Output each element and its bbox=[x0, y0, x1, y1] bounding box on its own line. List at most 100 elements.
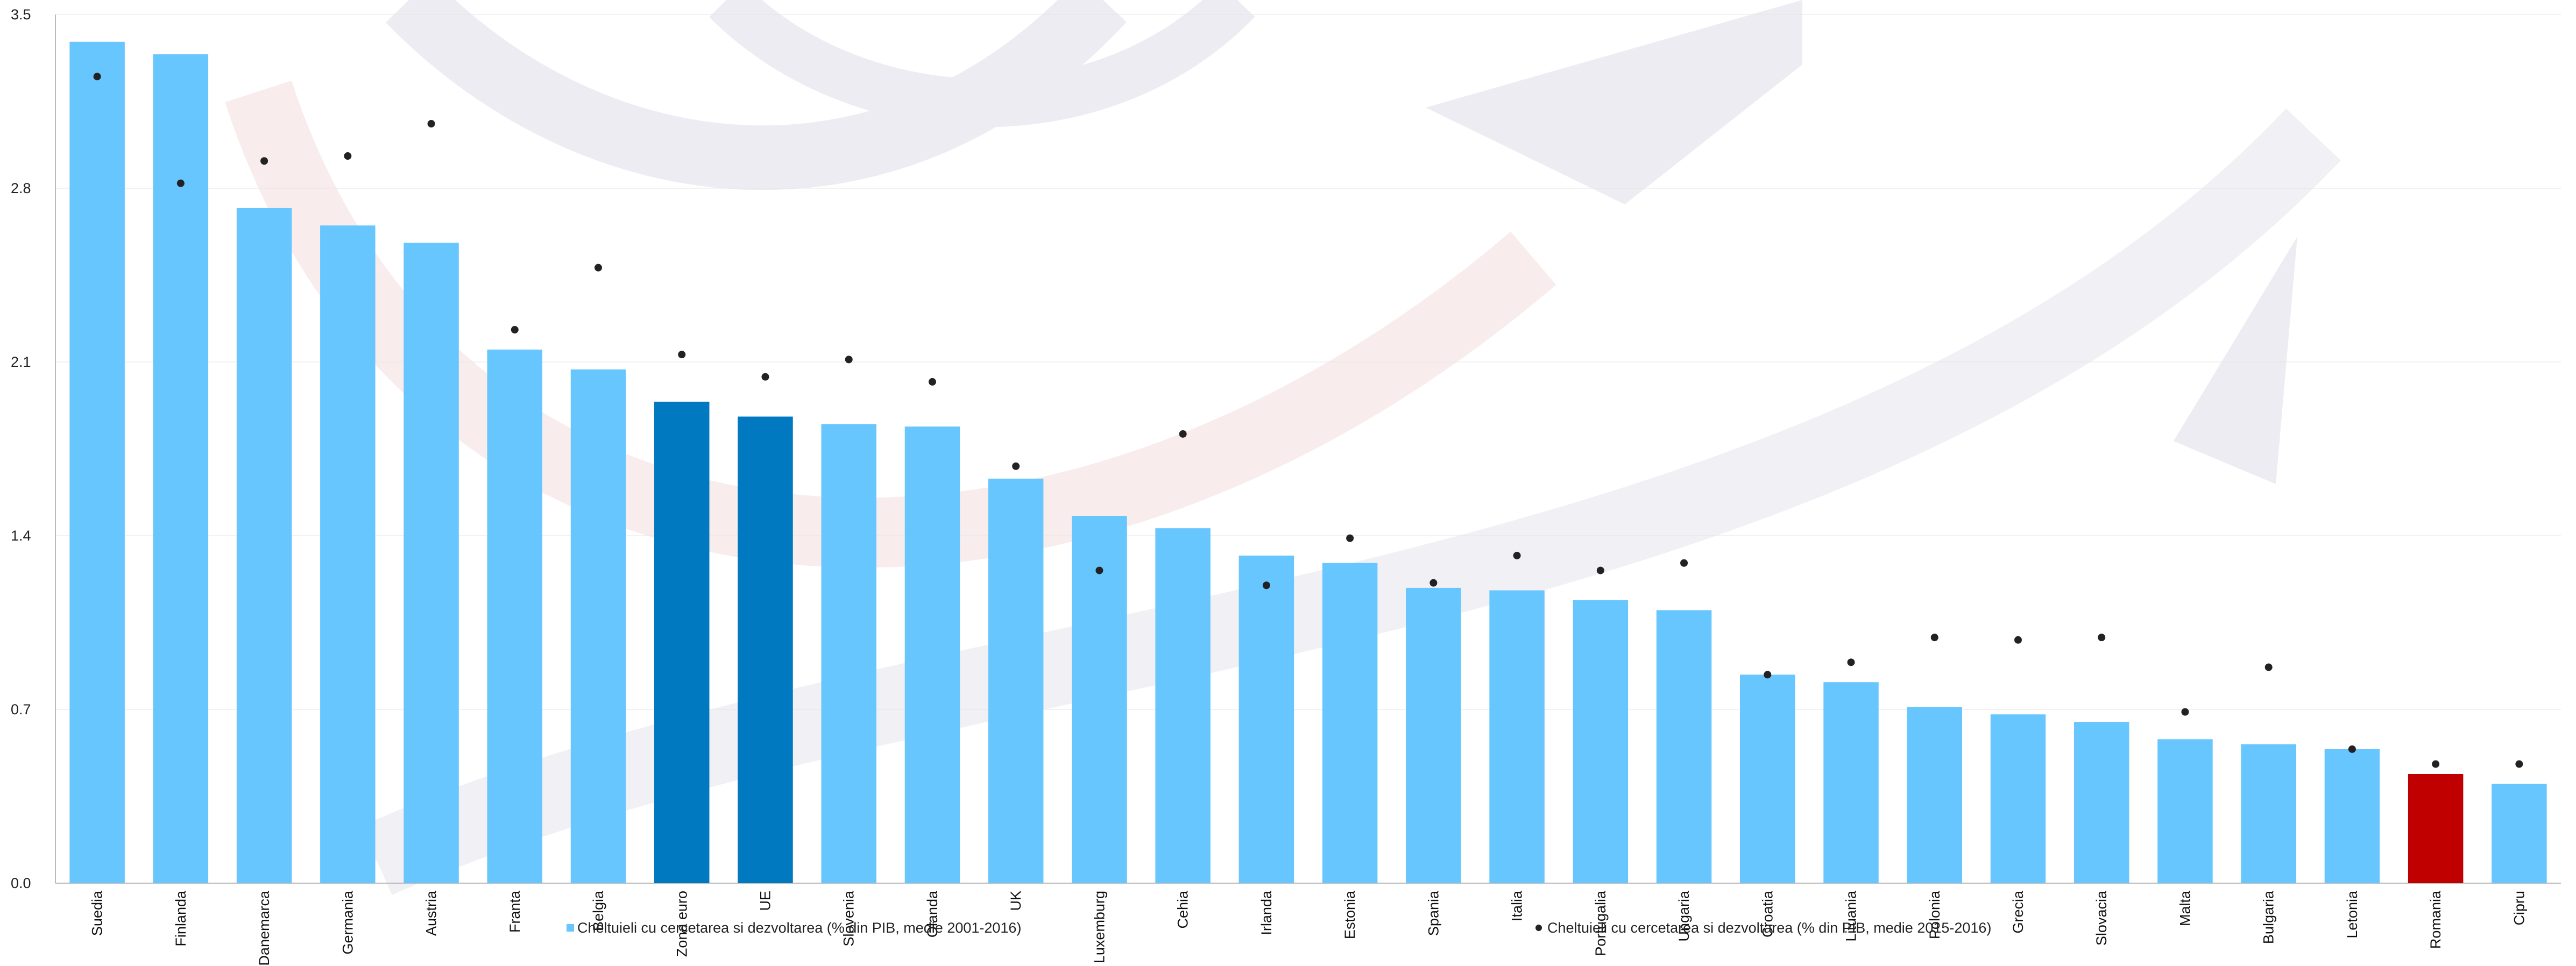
x-tick-label: Danemarca bbox=[256, 890, 272, 966]
bar-series bbox=[69, 41, 2547, 884]
x-tick-label: Croatia bbox=[1759, 890, 1775, 937]
dot-slovacia bbox=[2098, 634, 2106, 642]
bar-franta bbox=[487, 349, 543, 883]
x-tick-label: Germania bbox=[339, 890, 356, 955]
bar-spania bbox=[1406, 587, 1461, 883]
dot-estonia bbox=[1346, 534, 1354, 542]
dot-polonia bbox=[1930, 634, 1938, 642]
dot-bulgaria bbox=[2264, 663, 2273, 671]
bar-olanda bbox=[904, 426, 960, 883]
y-tick-label: 3.5 bbox=[11, 6, 31, 23]
x-tick-label: Franta bbox=[507, 890, 523, 933]
bar-austria bbox=[404, 243, 459, 883]
x-tick-label: Lituania bbox=[1843, 890, 1859, 942]
y-tick-label: 1.4 bbox=[11, 528, 31, 544]
dot-olanda bbox=[928, 378, 936, 386]
dot-austria bbox=[427, 120, 435, 128]
legend-bar-swatch bbox=[567, 924, 574, 932]
dot-finlanda bbox=[176, 179, 185, 187]
dot-zona-euro bbox=[678, 351, 686, 359]
x-tick-label: Olanda bbox=[924, 890, 940, 937]
x-tick-label: Polonia bbox=[1927, 890, 1943, 939]
dot-germania bbox=[344, 152, 352, 160]
x-tick-label: Romania bbox=[2428, 890, 2444, 949]
dot-ue bbox=[761, 373, 769, 381]
x-tick-label: Luxemburg bbox=[1091, 891, 1107, 963]
dot-irlanda bbox=[1262, 581, 1270, 589]
dot-suedia bbox=[93, 73, 101, 81]
legend: Cheltuieli cu cercetarea si dezvoltarea … bbox=[567, 920, 1991, 936]
bar-luxemburg bbox=[1072, 516, 1127, 883]
legend-dot-label: Cheltuieli cu cercetarea si dezvoltarea … bbox=[1547, 920, 1991, 936]
dot-series bbox=[93, 73, 2523, 768]
dot-grecia bbox=[2014, 636, 2022, 644]
dot-spania bbox=[1429, 579, 1438, 587]
dot-danemarca bbox=[260, 157, 268, 165]
y-axis: 0.0 0.7 1.4 2.1 2.8 3.5 bbox=[11, 6, 56, 891]
x-tick-label: Zona euro bbox=[674, 891, 690, 957]
bar-uk bbox=[988, 478, 1044, 883]
dot-cipru bbox=[2515, 760, 2523, 768]
bar-irlanda bbox=[1239, 555, 1294, 883]
bar-romania bbox=[2408, 773, 2464, 883]
gridlines bbox=[55, 14, 2561, 884]
x-tick-label: Cipru bbox=[2511, 891, 2527, 926]
dot-belgia bbox=[595, 264, 603, 272]
bar-portugalia bbox=[1573, 600, 1629, 883]
bar-lituania bbox=[1823, 682, 1879, 883]
x-tick-label: UK bbox=[1008, 891, 1024, 911]
dot-croatia bbox=[1764, 671, 1772, 679]
y-tick-label: 0.0 bbox=[11, 875, 31, 891]
bar-cehia bbox=[1155, 528, 1211, 883]
bar-danemarca bbox=[236, 208, 292, 883]
bar-ungaria bbox=[1656, 610, 1712, 883]
dot-malta bbox=[2181, 708, 2189, 716]
bar-belgia bbox=[570, 369, 626, 883]
x-tick-label: Grecia bbox=[2010, 890, 2026, 934]
x-tick-label: Spania bbox=[1425, 890, 1441, 936]
x-tick-label: Slovacia bbox=[2093, 890, 2110, 946]
legend-dot-swatch bbox=[1535, 925, 1542, 931]
x-tick-label: Slovenia bbox=[841, 890, 857, 947]
bar-slovenia bbox=[821, 424, 876, 883]
bar-croatia bbox=[1740, 674, 1795, 883]
bar-cipru bbox=[2492, 784, 2547, 883]
bar-finlanda bbox=[153, 54, 209, 883]
bar-ue bbox=[738, 416, 793, 883]
x-tick-label: Italia bbox=[1509, 890, 1525, 921]
x-tick-label: Ungaria bbox=[1676, 890, 1692, 942]
bar-letonia bbox=[2324, 749, 2380, 883]
y-tick-label: 2.8 bbox=[11, 180, 31, 196]
dot-cehia bbox=[1179, 430, 1187, 438]
bar-zona-euro bbox=[654, 401, 710, 883]
dot-portugalia bbox=[1596, 566, 1604, 574]
y-tick-label: 2.1 bbox=[11, 354, 31, 370]
dot-letonia bbox=[2348, 745, 2356, 753]
x-tick-label: Finlanda bbox=[173, 890, 189, 947]
x-tick-label: Belgia bbox=[590, 890, 606, 931]
bar-malta bbox=[2157, 739, 2213, 883]
x-tick-label: Bulgaria bbox=[2261, 890, 2277, 944]
x-tick-label: Irlanda bbox=[1258, 890, 1275, 935]
bar-germania bbox=[320, 225, 376, 883]
x-tick-label: Malta bbox=[2177, 890, 2193, 926]
bar-italia bbox=[1489, 590, 1545, 883]
dot-italia bbox=[1513, 551, 1521, 559]
bar-bulgaria bbox=[2241, 744, 2296, 883]
x-tick-label: Suedia bbox=[89, 890, 105, 936]
dot-lituania bbox=[1847, 658, 1855, 666]
x-tick-label: UE bbox=[757, 891, 773, 911]
bar-polonia bbox=[1907, 707, 1962, 883]
x-tick-label: Letonia bbox=[2344, 890, 2360, 939]
bar-estonia bbox=[1322, 563, 1378, 883]
x-tick-label: Estonia bbox=[1342, 890, 1358, 939]
dot-uk bbox=[1012, 462, 1020, 470]
y-tick-label: 0.7 bbox=[11, 701, 31, 718]
dot-franta bbox=[511, 326, 519, 334]
x-tick-label: Portugalia bbox=[1593, 890, 1609, 956]
x-tick-label: Cehia bbox=[1175, 890, 1191, 929]
dot-luxemburg bbox=[1095, 566, 1103, 574]
dot-ungaria bbox=[1680, 559, 1688, 567]
bar-slovacia bbox=[2073, 722, 2129, 883]
